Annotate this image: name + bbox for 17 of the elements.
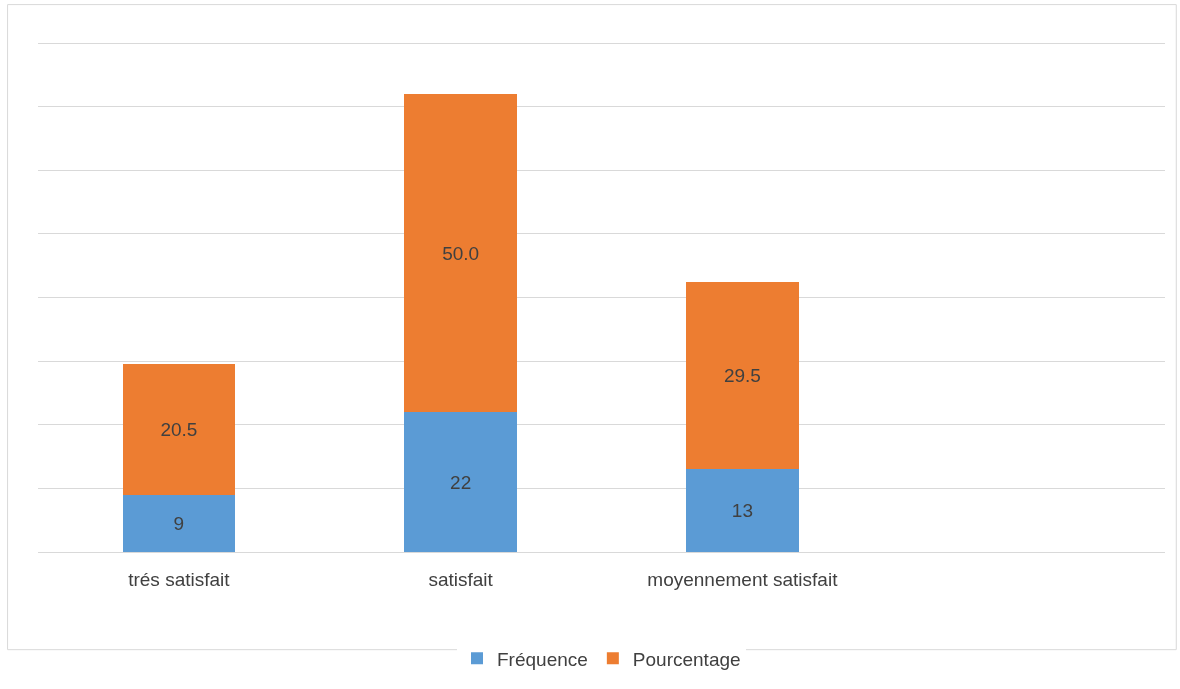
bar — [122, 364, 236, 495]
x-tick-label: trés satisfait — [128, 568, 231, 590]
legend-label: Fréquence — [497, 648, 588, 670]
bar — [404, 93, 517, 413]
x-tick-label: satisfait — [428, 568, 494, 590]
data-label: 29.5 — [723, 364, 761, 386]
bar — [686, 469, 799, 552]
bar — [404, 412, 517, 552]
data-label: 9 — [173, 512, 185, 534]
bar — [686, 281, 799, 470]
legend-label: Pourcentage — [632, 648, 741, 670]
data-label: 13 — [731, 500, 753, 522]
data-label: 20.5 — [160, 419, 198, 441]
data-label: 50.0 — [442, 242, 480, 264]
bar — [122, 494, 236, 552]
x-tick-label: moyennement satisfait — [647, 568, 839, 590]
data-label: 22 — [450, 471, 472, 493]
